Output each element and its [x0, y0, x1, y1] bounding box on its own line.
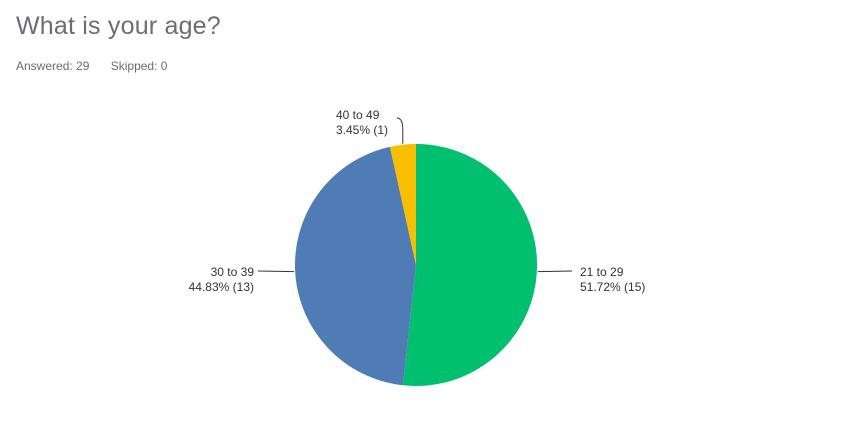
slice-value-label: 3.45% (1) — [336, 123, 388, 137]
question-title: What is your age? — [16, 12, 221, 40]
leader-line-2 — [396, 117, 404, 144]
slice-category-label: 21 to 29 — [580, 265, 624, 279]
pie-slice-40-to-49[interactable] — [389, 144, 416, 265]
slice-category-label: 40 to 49 — [336, 108, 380, 122]
leader-line-0 — [537, 270, 573, 273]
response-stats: Answered: 29 Skipped: 0 — [16, 59, 185, 73]
leader-line-1 — [257, 270, 295, 273]
slice-category-label: 30 to 39 — [211, 265, 255, 279]
slice-value-label: 44.83% (13) — [189, 280, 254, 294]
slice-value-label: 51.72% (15) — [580, 280, 645, 294]
pie-slice-30-to-39[interactable] — [295, 146, 416, 386]
skipped-count: Skipped: 0 — [110, 59, 168, 73]
answered-count: Answered: 29 — [16, 59, 90, 73]
pie-slice-21-to-29[interactable] — [402, 143, 538, 386]
